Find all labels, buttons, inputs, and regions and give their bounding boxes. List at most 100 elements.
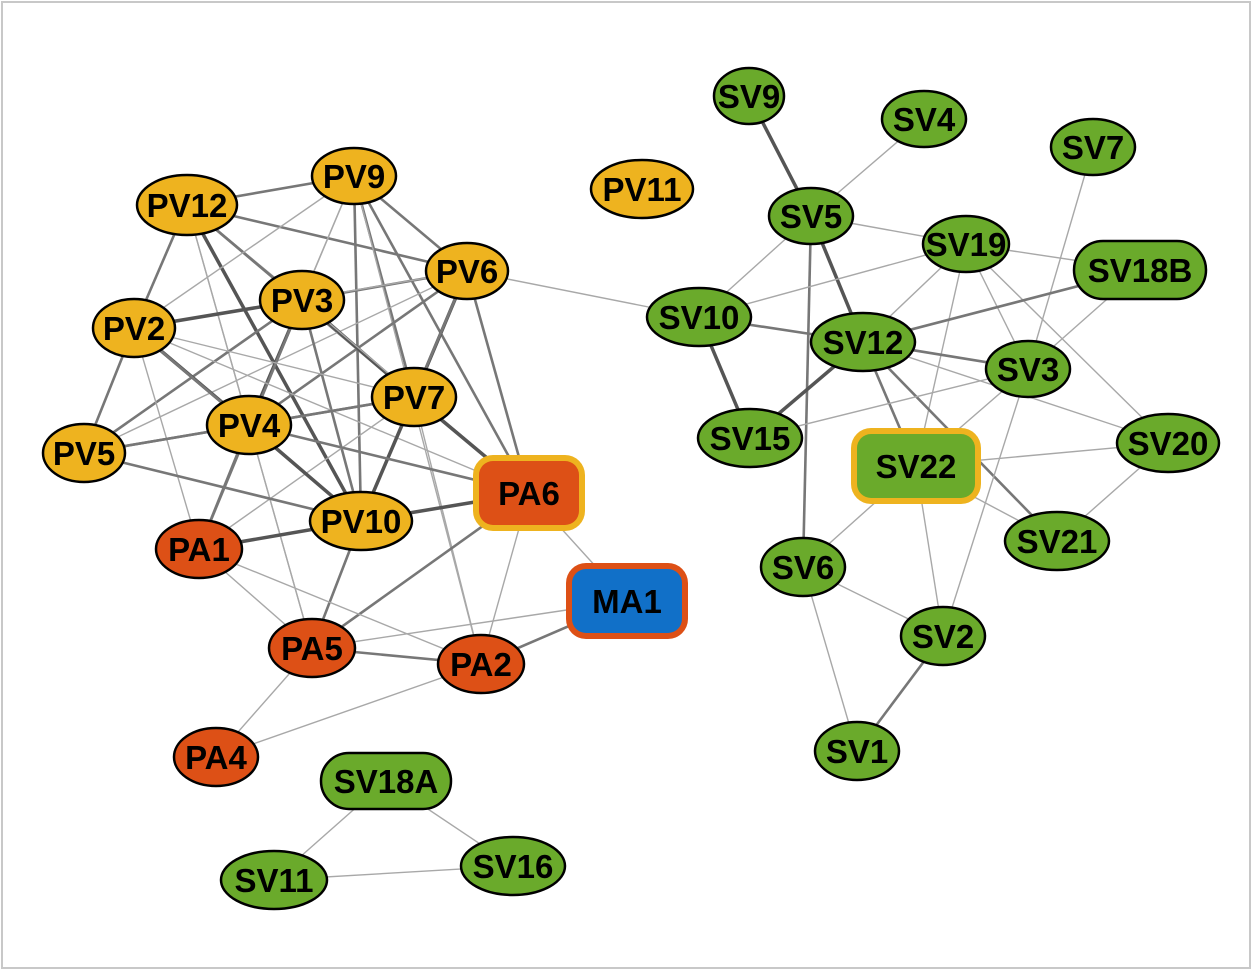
node-pv6: PV6 <box>424 241 510 301</box>
node-shape <box>767 186 855 246</box>
node-label: SV22 <box>876 448 957 485</box>
edge-sv19-sv20 <box>965 243 1169 444</box>
node-shape <box>1003 510 1111 572</box>
node-label: PV10 <box>321 503 402 540</box>
node-label: PV12 <box>147 187 228 224</box>
node-sv9: SV9 <box>712 66 786 126</box>
node-sv2: SV2 <box>899 605 987 667</box>
node-shape <box>1049 117 1137 177</box>
node-label: SV10 <box>659 299 740 336</box>
node-shape <box>154 518 244 580</box>
edge-pa1-pa2 <box>198 548 482 665</box>
node-shape <box>712 66 786 126</box>
node-shape <box>91 297 177 359</box>
node-shape <box>219 849 329 911</box>
edge-pv9-pv2 <box>133 175 355 329</box>
node-sv15: SV15 <box>696 407 804 469</box>
node-shape <box>267 617 357 679</box>
node-shape <box>205 394 293 456</box>
node-pv11: PV11 <box>589 158 695 220</box>
node-pa2: PA2 <box>436 633 526 695</box>
node-label: SV2 <box>912 618 974 655</box>
node-sv12: SV12 <box>809 311 917 373</box>
node-shape <box>41 422 127 484</box>
node-shape <box>645 286 753 348</box>
node-ma1: MA1 <box>566 563 688 639</box>
node-label: SV21 <box>1017 523 1098 560</box>
node-label: PV4 <box>218 407 281 444</box>
node-label: SV7 <box>1062 129 1124 166</box>
node-label: PV7 <box>383 379 445 416</box>
node-sv5: SV5 <box>767 186 855 246</box>
node-shape <box>759 536 847 598</box>
node-label: PV2 <box>103 310 165 347</box>
node-shape <box>1072 239 1208 301</box>
node-shape <box>172 726 260 788</box>
node-label: PV9 <box>323 158 385 195</box>
node-shape <box>857 434 975 498</box>
node-shape <box>424 241 510 301</box>
node-shape <box>589 158 695 220</box>
node-shape <box>809 311 917 373</box>
node-label: SV6 <box>772 549 834 586</box>
node-pa5: PA5 <box>267 617 357 679</box>
node-label: SV18B <box>1088 252 1193 289</box>
node-sv4: SV4 <box>880 89 968 149</box>
node-shape <box>984 339 1072 399</box>
edge-pa2-pa4 <box>215 663 482 758</box>
node-shape <box>135 173 239 237</box>
node-label: PV6 <box>436 253 498 290</box>
node-label: SV20 <box>1128 425 1209 462</box>
node-label: SV19 <box>926 226 1007 263</box>
node-shape <box>813 720 901 782</box>
node-sv7: SV7 <box>1049 117 1137 177</box>
node-label: PA4 <box>185 739 247 776</box>
node-shape <box>258 269 346 331</box>
node-sv21: SV21 <box>1003 510 1111 572</box>
node-shape <box>572 569 682 633</box>
node-layer: PV12 PV9 PV11 PV6 PV3 PV2 PV7 PV4 PV5 PV10 PA6 PA1 M… <box>41 66 1221 911</box>
node-label: SV16 <box>473 848 554 885</box>
edge-sv6-sv1 <box>802 566 858 752</box>
node-label: PA5 <box>281 630 343 667</box>
node-pv7: PV7 <box>370 366 458 428</box>
node-label: PV5 <box>53 435 115 472</box>
node-shape <box>696 407 804 469</box>
node-shape <box>310 146 398 206</box>
node-label: SV11 <box>235 862 314 899</box>
node-shape <box>370 366 458 428</box>
node-sv1: SV1 <box>813 720 901 782</box>
node-pv12: PV12 <box>135 173 239 237</box>
node-label: SV5 <box>780 198 842 235</box>
node-shape <box>921 214 1011 274</box>
node-label: PV3 <box>271 282 333 319</box>
node-pv2: PV2 <box>91 297 177 359</box>
node-sv11: SV11 <box>219 849 329 911</box>
node-pa4: PA4 <box>172 726 260 788</box>
node-label: SV4 <box>893 101 956 138</box>
node-label: SV3 <box>997 351 1059 388</box>
node-pv4: PV4 <box>205 394 293 456</box>
node-label: PV11 <box>603 171 682 208</box>
node-label: SV9 <box>718 78 780 115</box>
edge-pv2-pv7 <box>133 327 415 398</box>
node-pa6: PA6 <box>473 455 585 531</box>
node-label: MA1 <box>592 583 662 620</box>
node-sv19: SV19 <box>921 214 1011 274</box>
node-label: SV18A <box>334 763 439 800</box>
node-shape <box>479 461 579 525</box>
node-shape <box>319 751 453 811</box>
node-pa1: PA1 <box>154 518 244 580</box>
node-label: PA6 <box>498 475 560 512</box>
node-label: SV15 <box>710 420 791 457</box>
node-pv9: PV9 <box>310 146 398 206</box>
edge-pv7-pa2 <box>413 396 482 665</box>
node-sv22: SV22 <box>851 428 981 504</box>
node-label: SV1 <box>826 733 888 770</box>
node-pv10: PV10 <box>308 490 414 552</box>
node-label: PA1 <box>168 531 230 568</box>
node-shape <box>459 835 567 897</box>
node-pv3: PV3 <box>258 269 346 331</box>
node-shape <box>899 605 987 667</box>
